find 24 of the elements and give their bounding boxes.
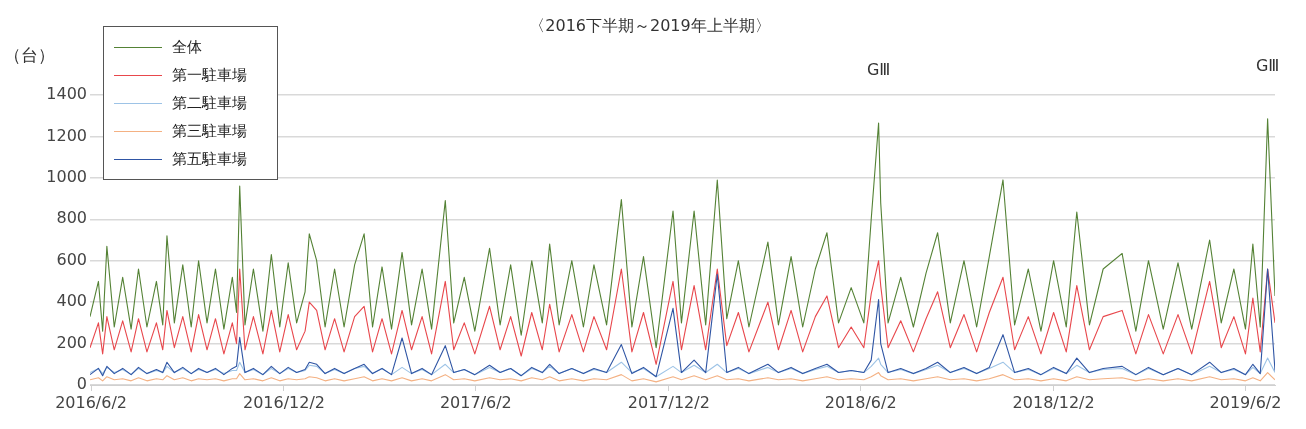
x-tick-label: 2017/6/2: [439, 392, 512, 412]
x-tick-label: 2016/12/2: [242, 392, 326, 412]
x-tick-label: 2017/12/2: [627, 392, 710, 412]
legend-label: 第三駐車場: [172, 121, 247, 141]
x-tick-label: 2018/12/2: [1012, 392, 1095, 412]
y-tick-label: 600: [56, 249, 87, 269]
y-tick-label: 1200: [46, 125, 87, 145]
chart-title: 〈2016下半期～2019年上半期〉: [529, 16, 771, 36]
y-tick-label: 0: [76, 374, 87, 394]
legend-label: 第一駐車場: [172, 65, 247, 85]
legend-label: 第五駐車場: [172, 149, 247, 169]
x-tick-label: 2016/6/2: [55, 392, 127, 412]
y-tick-label: 400: [56, 291, 87, 311]
legend-label: 全体: [172, 37, 202, 57]
annotation: GⅢ: [1255, 55, 1280, 75]
x-tick-label: 2019/6/2: [1209, 392, 1282, 412]
legend-label: 第二駐車場: [172, 93, 247, 113]
y-tick-label: 1000: [46, 167, 87, 187]
y-tick-label: 200: [56, 332, 87, 352]
annotation: GⅢ: [866, 60, 891, 80]
y-tick-label: 1400: [46, 84, 87, 104]
y-tick-label: 800: [56, 208, 87, 228]
y-axis-title: （台）: [4, 45, 55, 66]
x-tick-label: 2018/6/2: [824, 392, 897, 412]
